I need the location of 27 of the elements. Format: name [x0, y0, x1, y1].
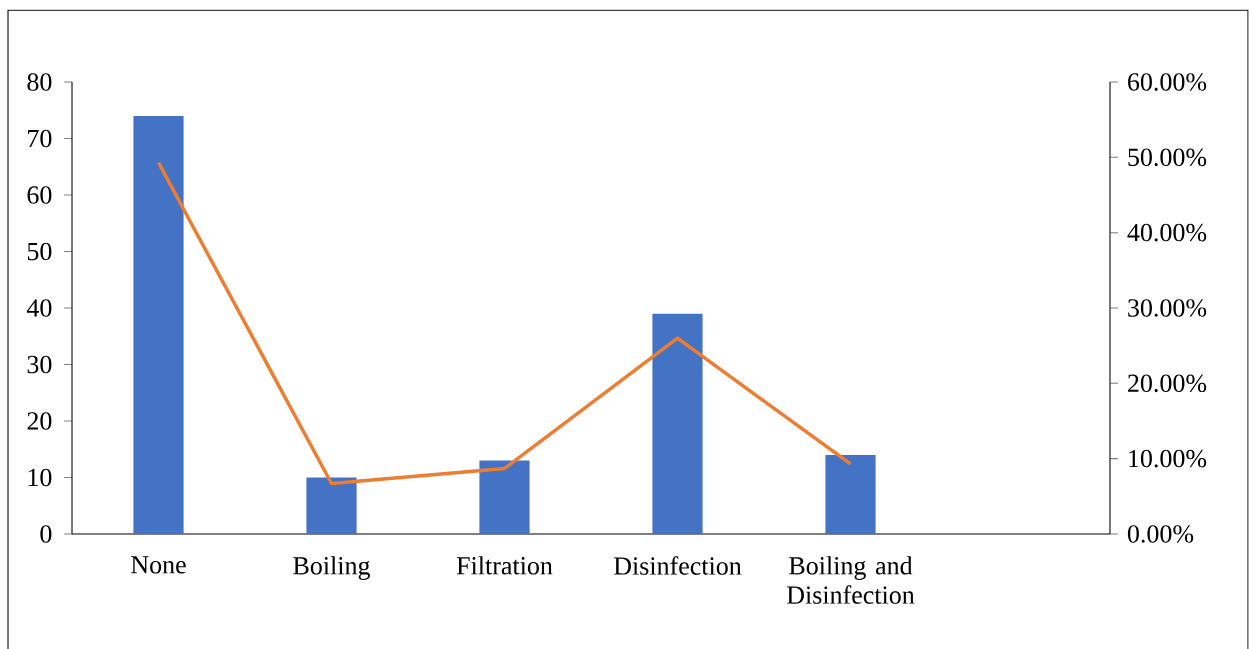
- y-tick-label: 60: [27, 186, 52, 204]
- x-tick-label: None: [131, 556, 186, 574]
- bar: [652, 313, 703, 534]
- bar: [133, 115, 184, 534]
- y2-tick-label: 40.00%: [1127, 223, 1207, 242]
- y-tick-label: 40: [26, 299, 52, 317]
- x-tick-label: Boiling: [293, 556, 371, 580]
- y-tick-label: 50: [27, 242, 52, 261]
- y2-tick-label: 30.00%: [1128, 299, 1207, 317]
- y2-tick-label: 10.00%: [1129, 449, 1207, 468]
- x-tick-label: Boiling and Disinfection: [786, 556, 915, 604]
- bar: [825, 454, 876, 534]
- y-tick-label: 30: [27, 355, 52, 374]
- bar: [306, 477, 357, 534]
- y2-tick-label: 0.00%: [1127, 525, 1194, 543]
- y2-tick-label: 60.00%: [1128, 73, 1207, 91]
- line-series: [156, 160, 853, 486]
- y2-tick-label: 50.00%: [1128, 148, 1207, 167]
- y2-tick-label: 20.00%: [1128, 374, 1207, 393]
- x-tick-label: Filtration: [456, 556, 553, 575]
- bar: [479, 460, 530, 534]
- x-tick-label: Disinfection: [613, 556, 742, 575]
- y-tick-label: 80: [27, 73, 52, 91]
- y-tick-label: 70: [28, 129, 52, 148]
- y-tick-label: 10: [28, 468, 52, 487]
- y-tick-label: 0: [40, 525, 52, 543]
- y-tick-label: 20: [27, 412, 52, 430]
